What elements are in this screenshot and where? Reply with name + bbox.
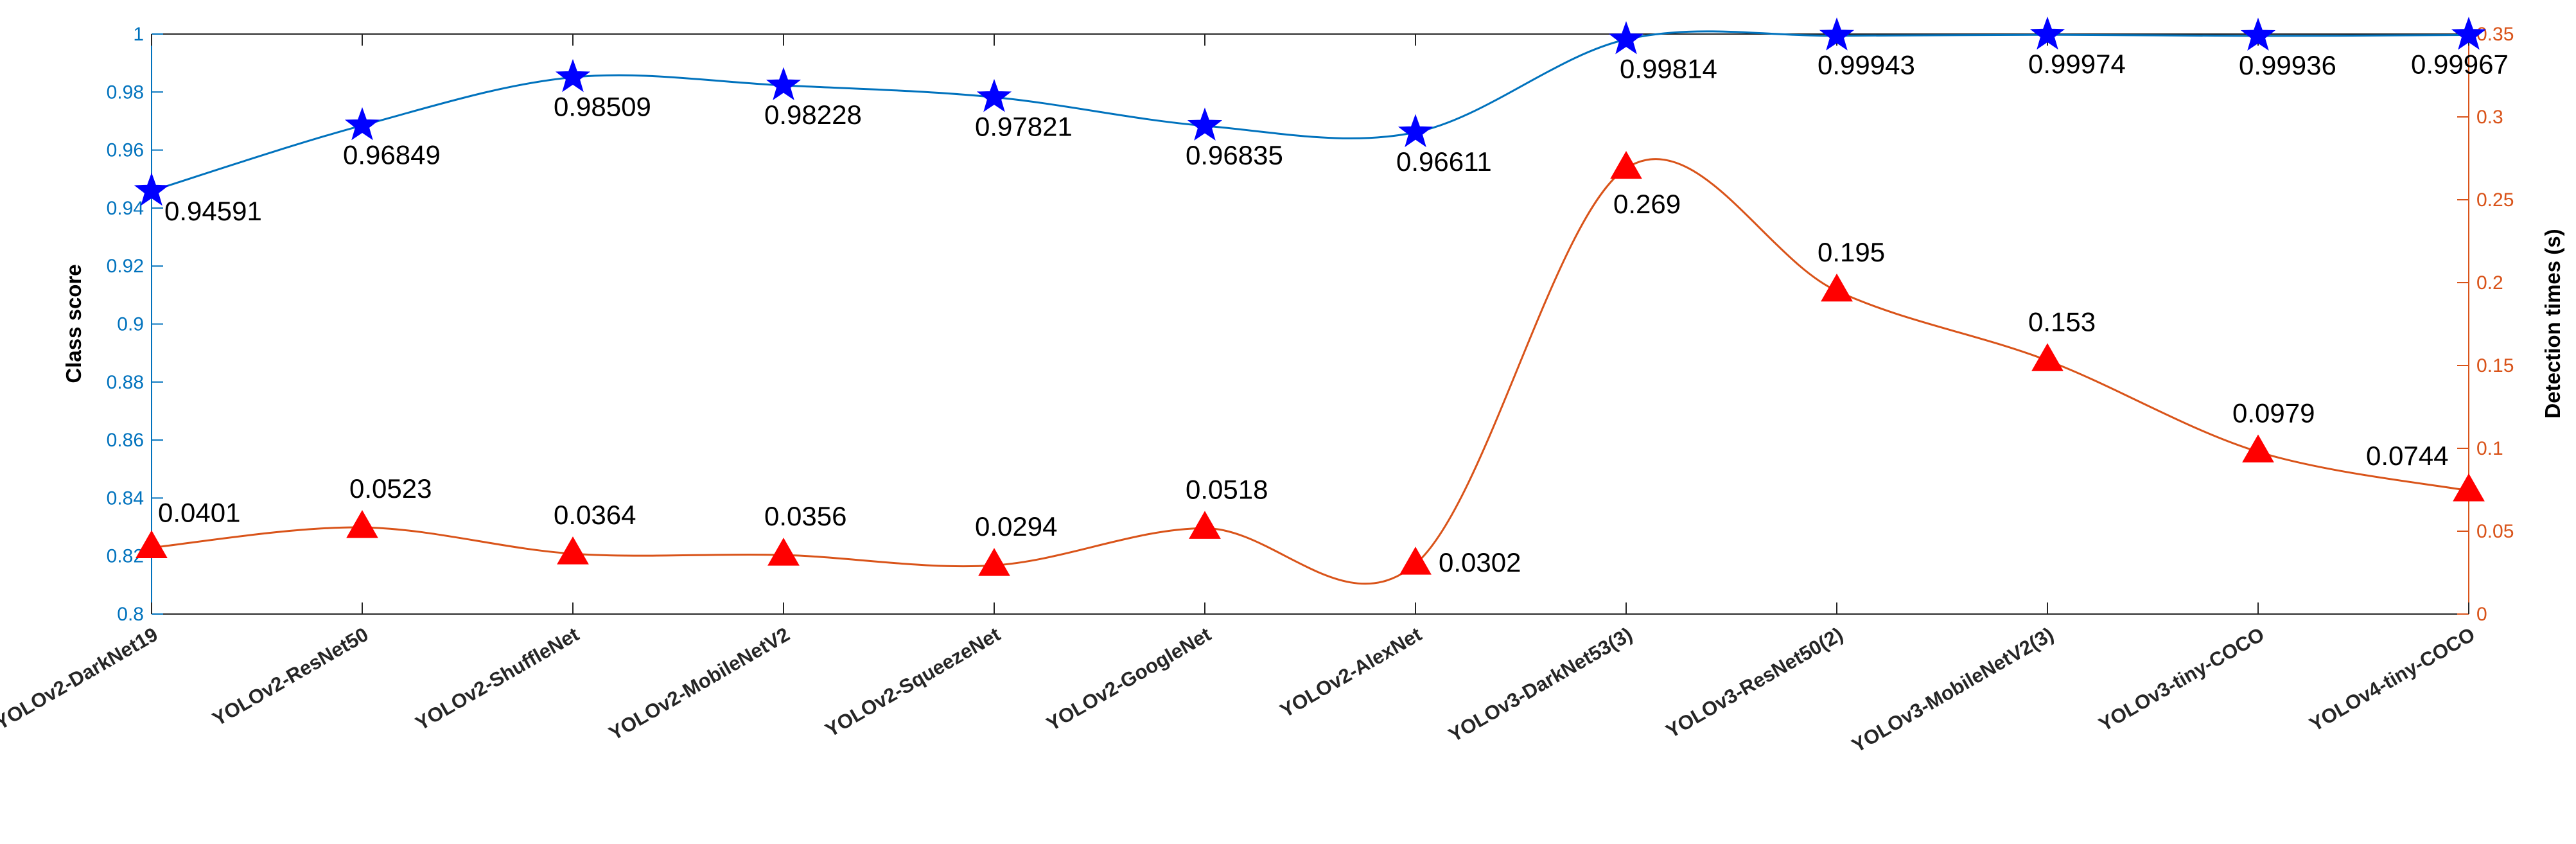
y-tick-label-left: 0.94 <box>107 198 144 219</box>
detection-time-label: 0.0744 <box>2366 441 2448 471</box>
x-tick-label: YOLOv2-ResNet50 <box>209 623 372 730</box>
class-score-label: 0.96611 <box>1396 146 1492 177</box>
detection-time-label: 0.195 <box>1818 237 1885 267</box>
class-score-label: 0.99974 <box>2028 49 2126 79</box>
detection-time-label: 0.0356 <box>764 501 846 531</box>
class-score-point <box>1819 17 1855 51</box>
class-score-label: 0.99967 <box>2411 49 2509 79</box>
y-tick-label-left: 0.86 <box>107 430 144 451</box>
detection-time-point <box>1399 547 1432 575</box>
detection-time-point <box>1189 511 1221 539</box>
detection-time-point <box>2031 343 2063 371</box>
x-tick-label: YOLOv2-GoogleNet <box>1042 623 1214 735</box>
detection-time-label: 0.0294 <box>975 511 1057 541</box>
class-score-label: 0.97821 <box>975 111 1073 141</box>
y-tick-label-left: 0.88 <box>107 372 144 393</box>
y-tick-label-right: 0.15 <box>2476 355 2514 376</box>
data-labels: 0.94591 0.96849 0.98509 0.98228 0.97821 0.968… <box>158 49 2509 577</box>
detection-time-point <box>767 538 800 566</box>
x-tick-label: YOLOv3-ResNet50(2) <box>1662 623 1847 743</box>
class-score-point <box>976 78 1012 112</box>
class-score-point <box>134 172 170 206</box>
y-tick-label-left: 0.84 <box>107 488 144 509</box>
detection-time-point <box>2453 473 2485 502</box>
class-score-point <box>1187 107 1223 141</box>
class-score-point <box>555 58 591 92</box>
y-tick-label-right: 0 <box>2476 604 2487 625</box>
class-score-point <box>344 107 380 141</box>
detection-time-point <box>557 536 589 565</box>
x-tick-label: YOLOv3-tiny-COCO <box>2095 623 2268 736</box>
class-score-point <box>1608 21 1644 55</box>
x-tick-label: YOLOv4-tiny-COCO <box>2306 623 2479 736</box>
detection-time-label: 0.0401 <box>158 498 240 528</box>
y-tick-label-right: 0.35 <box>2476 24 2514 45</box>
y-tick-label-left: 0.98 <box>107 82 144 103</box>
x-tick-label: YOLOv2-DarkNet19 <box>0 623 162 734</box>
class-score-label: 0.96849 <box>343 139 441 170</box>
class-score-point <box>2240 17 2276 51</box>
class-score-label: 0.99936 <box>2239 50 2336 80</box>
class-score-label: 0.99943 <box>1818 50 1915 80</box>
x-tick-label: YOLOv2-ShuffleNet <box>412 623 583 735</box>
class-score-line <box>151 30 2469 192</box>
x-tick-label: YOLOv2-SqueezeNet <box>821 623 1004 741</box>
detection-time-point <box>2242 434 2274 462</box>
class-score-point <box>2451 17 2487 50</box>
y-tick-label-left: 1 <box>133 24 144 45</box>
detection-time-point <box>1821 273 1853 302</box>
detection-time-point <box>978 548 1010 576</box>
class-score-point <box>2029 16 2065 50</box>
detection-time-label: 0.0518 <box>1186 474 1268 504</box>
detection-time-label: 0.0302 <box>1439 547 1521 577</box>
class-score-point <box>1398 114 1433 148</box>
detection-time-label: 0.0979 <box>2232 398 2315 428</box>
class-score-label: 0.96835 <box>1186 140 1283 170</box>
y-tick-label-right: 0.1 <box>2476 438 2503 459</box>
detection-time-label: 0.269 <box>1613 189 1681 219</box>
y-tick-label-right: 0.3 <box>2476 107 2503 128</box>
plot-area <box>152 34 2469 614</box>
y-tick-label-left: 0.9 <box>117 314 144 335</box>
class-score-label: 0.98509 <box>554 91 651 121</box>
class-score-label: 0.94591 <box>164 196 262 226</box>
x-tick-label: YOLOv3-DarkNet53(3) <box>1444 623 1636 746</box>
class-score-label: 0.99814 <box>1620 53 1717 84</box>
class-score-label: 0.98228 <box>764 100 862 130</box>
x-tick-label: YOLOv2-MobileNetV2 <box>605 623 793 745</box>
y-tick-label-right: 0.25 <box>2476 189 2514 211</box>
y-tick-label-left: 0.96 <box>107 140 144 161</box>
y-tick-label-left: 0.92 <box>107 256 144 277</box>
x-tick-label: YOLOv3-MobileNetV2(3) <box>1848 623 2057 757</box>
y-tick-label-right: 0.2 <box>2476 272 2503 294</box>
y-tick-label-right: 0.05 <box>2476 521 2514 542</box>
detection-time-point <box>1610 150 1642 179</box>
detection-time-label: 0.0523 <box>349 473 432 504</box>
series-markers <box>134 16 2487 576</box>
y-axis-label-left: Class score <box>62 264 85 383</box>
detection-time-label: 0.153 <box>2028 306 2096 337</box>
class-score-point <box>766 67 802 100</box>
detection-time-point <box>346 510 378 538</box>
detection-time-label: 0.0364 <box>554 500 636 530</box>
x-tick-label: YOLOv2-AlexNet <box>1276 623 1425 722</box>
y-axis-label-right: Detection times (s) <box>2541 229 2564 418</box>
detection-time-point <box>136 530 168 559</box>
y-tick-label-left: 0.8 <box>117 604 144 625</box>
